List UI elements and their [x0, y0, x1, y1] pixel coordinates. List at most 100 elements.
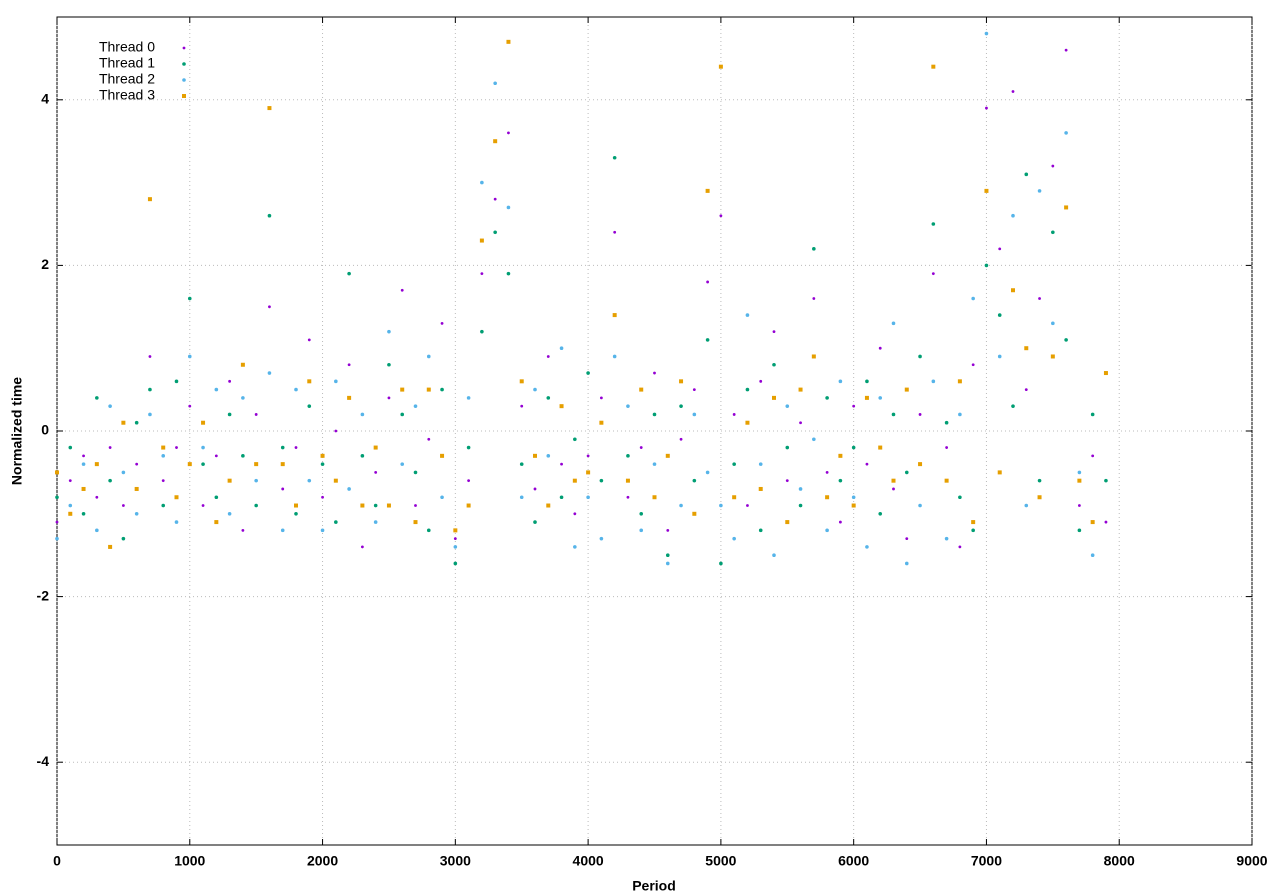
- data-point: [745, 420, 750, 425]
- data-point: [427, 437, 431, 441]
- data-point: [360, 503, 365, 508]
- data-point: [1024, 172, 1029, 177]
- data-point: [613, 230, 617, 234]
- data-point: [718, 64, 723, 69]
- data-point: [745, 313, 750, 317]
- data-point: [533, 387, 537, 392]
- data-point: [625, 478, 630, 483]
- y-axis-label: Normalized time: [9, 377, 25, 485]
- data-point: [546, 355, 550, 358]
- data-point: [1077, 470, 1082, 475]
- data-point: [68, 445, 73, 450]
- data-point: [865, 545, 869, 549]
- data-point: [652, 412, 657, 417]
- data-point: [320, 528, 325, 533]
- data-point: [294, 512, 298, 516]
- data-point: [825, 528, 829, 533]
- data-point: [267, 371, 272, 375]
- data-point: [148, 412, 152, 417]
- data-point: [533, 453, 537, 458]
- data-point: [945, 446, 949, 449]
- data-point: [280, 445, 285, 450]
- data-point: [652, 462, 657, 466]
- data-point: [851, 495, 856, 500]
- data-point: [281, 487, 285, 491]
- data-point: [1077, 478, 1082, 483]
- data-point: [1051, 230, 1055, 235]
- data-point: [1051, 164, 1055, 168]
- data-point: [904, 387, 909, 392]
- data-point: [1091, 454, 1095, 458]
- data-point: [267, 213, 272, 218]
- data-point: [453, 528, 458, 533]
- data-point: [320, 462, 325, 466]
- data-point: [798, 503, 803, 508]
- data-point: [1037, 495, 1042, 500]
- data-point: [665, 553, 670, 557]
- legend-label: Thread 0: [99, 39, 155, 55]
- data-point: [347, 487, 351, 491]
- data-point: [572, 478, 577, 483]
- data-point: [772, 553, 776, 557]
- x-tick-label: 3000: [440, 853, 471, 869]
- data-point: [187, 354, 192, 359]
- data-point: [692, 511, 697, 516]
- data-point: [931, 222, 936, 226]
- data-point: [985, 106, 988, 110]
- data-point: [573, 545, 577, 549]
- data-point: [706, 280, 710, 284]
- data-point: [1064, 338, 1068, 342]
- data-point: [1077, 528, 1082, 533]
- data-point: [599, 536, 604, 541]
- data-point: [918, 503, 922, 508]
- data-point: [148, 387, 152, 392]
- data-point: [294, 387, 298, 392]
- data-point: [679, 437, 683, 441]
- data-point: [944, 420, 949, 425]
- data-point: [533, 520, 537, 524]
- data-point: [612, 155, 617, 160]
- data-point: [493, 81, 497, 86]
- data-point: [812, 297, 816, 300]
- data-point: [838, 453, 843, 458]
- data-point: [147, 197, 152, 202]
- data-point: [347, 271, 351, 276]
- legend-marker: [182, 62, 186, 66]
- data-point: [546, 454, 551, 458]
- data-point: [612, 313, 617, 318]
- data-point: [586, 454, 590, 458]
- data-point: [387, 329, 391, 334]
- data-point: [586, 371, 590, 375]
- data-point: [599, 396, 603, 400]
- data-point: [971, 363, 975, 367]
- data-point: [519, 462, 524, 466]
- legend-marker: [182, 46, 186, 50]
- x-tick-label: 9000: [1236, 853, 1267, 869]
- data-point: [227, 478, 232, 483]
- data-point: [214, 454, 218, 458]
- data-point: [639, 512, 644, 516]
- data-point: [161, 445, 166, 450]
- data-point: [373, 503, 378, 508]
- data-point: [108, 544, 113, 549]
- data-point: [798, 487, 803, 491]
- data-point: [466, 503, 471, 508]
- data-point: [626, 454, 630, 458]
- data-point: [161, 503, 166, 508]
- data-point: [440, 495, 444, 500]
- data-point: [121, 420, 126, 425]
- data-point: [984, 188, 989, 193]
- x-tick-label: 5000: [705, 853, 736, 869]
- data-point: [135, 462, 139, 466]
- data-point: [599, 478, 604, 483]
- data-point: [785, 520, 790, 525]
- data-point: [719, 561, 723, 566]
- data-point: [745, 387, 750, 392]
- data-point: [997, 313, 1002, 317]
- data-point: [507, 131, 510, 135]
- data-point: [559, 346, 564, 351]
- data-point: [944, 478, 949, 483]
- data-point: [918, 354, 922, 359]
- data-point: [174, 495, 179, 500]
